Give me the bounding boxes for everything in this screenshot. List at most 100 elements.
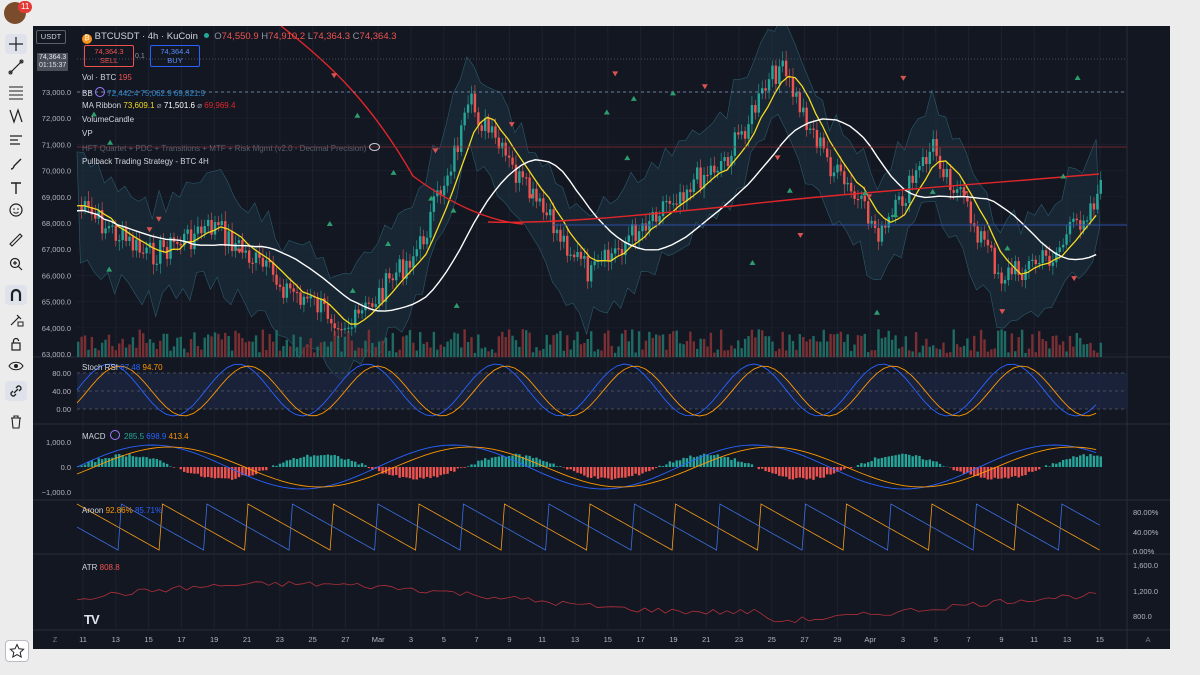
macd-bar [203, 467, 206, 478]
macd-settings-icon[interactable] [109, 430, 120, 440]
volume-bar [836, 333, 839, 357]
ohlc-o-label: O [214, 31, 222, 42]
macd-bar [531, 458, 535, 467]
currency-select[interactable]: USDT [36, 30, 66, 44]
volume-bar [514, 340, 518, 357]
volume-bar [398, 349, 401, 357]
candle [596, 260, 600, 263]
macd-bar [559, 466, 562, 467]
macd-bar [627, 467, 631, 477]
link-icon[interactable] [5, 381, 27, 401]
buy-button[interactable]: 74,364.4 BUY [150, 45, 200, 67]
brush-icon[interactable] [5, 154, 27, 174]
macd-bar [419, 467, 422, 478]
macd-bar [901, 453, 904, 467]
candle [778, 66, 781, 84]
volume-bar [124, 347, 128, 357]
signal-marker [90, 111, 97, 117]
volume-bar [726, 350, 730, 357]
candle [124, 227, 128, 241]
candle [959, 187, 962, 190]
macd-bar [566, 467, 569, 470]
chart-area[interactable]: 73,000.0 72,000.0 71,000.0 70,000.0 69,000.0… [33, 26, 1170, 649]
volume-bar [114, 350, 118, 357]
candle [535, 188, 538, 202]
vol-legend[interactable]: Vol · BTC 195 [82, 73, 132, 82]
macd-bar [791, 467, 795, 480]
top-bar: 11 [0, 0, 1200, 26]
candle [422, 236, 425, 245]
crosshair-icon[interactable] [5, 34, 27, 54]
pullback-legend[interactable]: Pullback Trading Strategy - BTC 4H [82, 157, 209, 166]
time-tick-8: 27 [341, 635, 349, 644]
settings-icon[interactable] [94, 87, 105, 97]
forecast-icon[interactable] [5, 130, 27, 150]
signal-marker [453, 302, 460, 308]
volume-bar [227, 336, 230, 357]
time-tick-7: 25 [308, 635, 316, 644]
macd-legend[interactable]: MACD 285.5 698.9 413.4 [82, 430, 189, 441]
macd-bar [196, 467, 200, 474]
fib-retracement-icon[interactable] [5, 82, 27, 102]
candle [460, 125, 463, 152]
zoom-in-icon[interactable] [5, 254, 27, 274]
trash-icon[interactable] [5, 412, 27, 432]
macd-bar [514, 453, 518, 467]
ma-ribbon-legend[interactable]: MA Ribbon 73,609.1 ⌀ 71,501.6 ⌀ 69,969.4 [82, 101, 235, 110]
macd-bar [148, 458, 152, 467]
hft-legend[interactable]: HFT Quartet + PDC + Transitions + MTF + … [82, 143, 380, 153]
candle [1041, 250, 1044, 264]
text-icon[interactable] [5, 178, 27, 198]
candle [651, 211, 654, 222]
sell-button[interactable]: 74,364.3 SELL [84, 45, 134, 67]
favorite-star-icon[interactable] [5, 640, 29, 662]
volume-bar [822, 329, 825, 357]
magnet-icon[interactable] [5, 285, 27, 305]
macd-bar [446, 467, 449, 474]
lock-drawing-icon[interactable] [5, 310, 27, 330]
volume-bar [542, 348, 545, 357]
volume-bar [1079, 337, 1082, 357]
atr-legend[interactable]: ATR 808.8 [82, 563, 120, 572]
bb-legend[interactable]: BB 72,442.4 75,062.9 69,821.9 [82, 87, 205, 98]
hidden-eye-icon[interactable] [368, 143, 380, 151]
time-tick-13: 9 [507, 635, 511, 644]
price-tick-2: 71,000.0 [42, 140, 71, 149]
vp-legend[interactable]: VP [82, 129, 93, 138]
aroon-legend[interactable]: Aroon 92.86% 85.71% [82, 506, 162, 515]
candle [316, 297, 319, 313]
volume-bar [463, 329, 466, 357]
macd-bar [747, 463, 750, 467]
macd-bar [880, 457, 884, 467]
volume-bar [870, 350, 873, 357]
volume-bar [897, 348, 901, 357]
trend-line-icon[interactable] [5, 57, 27, 77]
candle [203, 226, 206, 234]
volume-bar [374, 347, 377, 357]
stoch-rsi-legend[interactable]: Stoch RSI 97.48 94.70 [82, 363, 163, 372]
volume-bar [1068, 335, 1072, 357]
volume-bar [658, 335, 661, 357]
candle [224, 221, 227, 247]
candle [531, 188, 535, 199]
time-tick-23: 29 [833, 635, 841, 644]
symbol-title[interactable]: ₿ BTCUSDT · 4h · KuCoin O74,550.9 H74,91… [82, 31, 397, 44]
emoji-icon[interactable] [5, 200, 27, 220]
volume-bar [808, 339, 812, 357]
macd-bar [436, 467, 439, 478]
ruler-icon[interactable] [5, 230, 27, 250]
volume-bar [572, 340, 576, 357]
lock-icon[interactable] [5, 334, 27, 354]
candle [354, 309, 357, 328]
eye-icon[interactable] [5, 356, 27, 376]
macd-bar [815, 467, 819, 477]
volume-bar [784, 350, 788, 357]
candle [1085, 220, 1089, 222]
macd-bar [1085, 456, 1089, 467]
chart-canvas[interactable]: 73,000.072,000.071,000.070,000.069,000.0… [33, 26, 1170, 649]
candle [555, 229, 559, 234]
candle [832, 172, 836, 177]
volume-candle-legend[interactable]: VolumeCandle [82, 115, 135, 124]
candle [446, 175, 449, 186]
pattern-icon[interactable] [5, 106, 27, 126]
